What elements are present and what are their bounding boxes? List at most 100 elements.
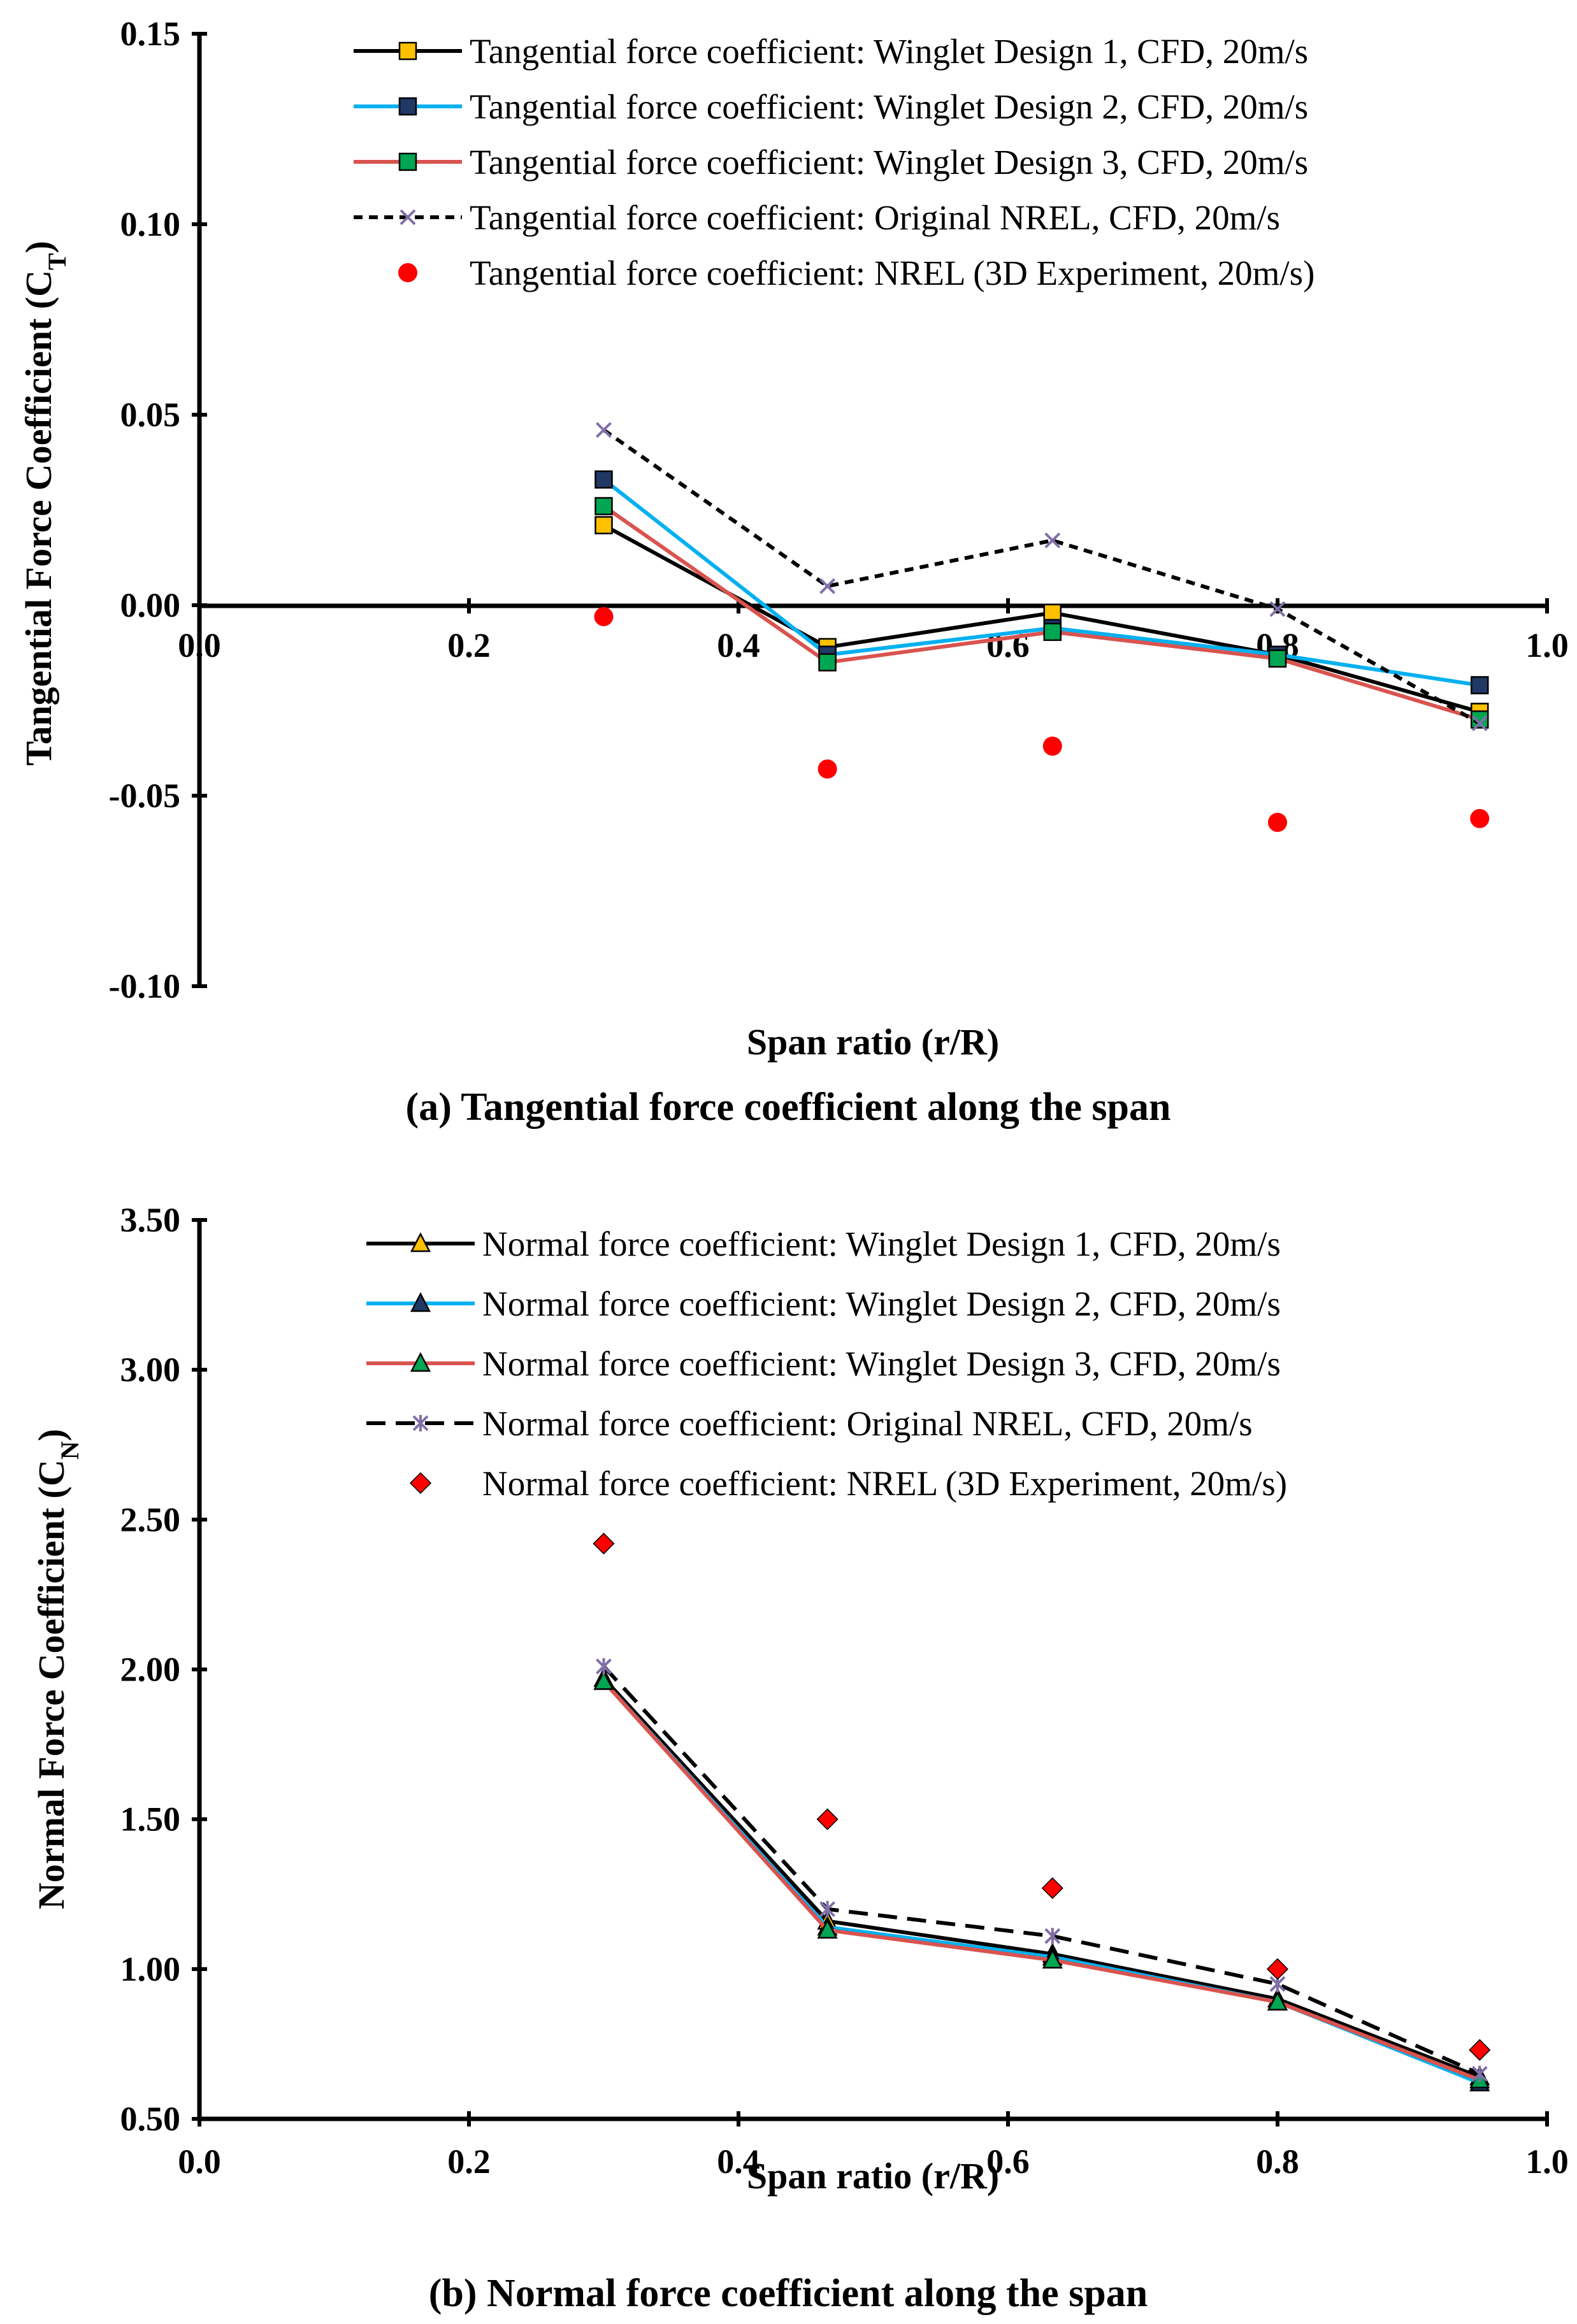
data-point [1043,603,1062,622]
x-tick-label: 1.0 [1525,2142,1569,2181]
data-point [1269,601,1286,617]
data-point [594,606,614,626]
x-tick-label: 1.0 [1525,626,1569,664]
data-point [817,1918,838,1939]
y-tick-label: 1.00 [120,1950,181,1988]
y-tick-label: 0.15 [120,15,181,53]
series-line [603,523,1481,714]
y-axis-label: Normal Force Coefficient (CN) [31,1429,84,1909]
y-tick-label: 3.50 [120,1201,181,1239]
data-point [818,653,837,671]
legend-marker [410,1292,431,1312]
y-tick-label: 0.00 [120,586,181,624]
data-point [819,578,836,594]
data-point [594,516,613,534]
legend-marker [398,97,417,116]
series-3 [593,1670,1490,2089]
panel-b-normal-chart: 3.50 3.00 2.50 2.00 1.50 1.00 0.50 0.0 0.2 0.4 0.… [31,1201,1569,2315]
data-point [1266,1958,1289,1980]
legend-label: Normal force coefficient: Winglet Design… [482,1224,1281,1263]
legend-entry: Tangential force coefficient: Winglet De… [354,32,1308,71]
y-tick-label: -0.05 [109,777,180,815]
y-tick-label: 3.00 [120,1351,181,1389]
data-point [1043,622,1062,642]
x-tick-label: 0.4 [717,626,760,664]
legend-entry: Normal force coefficient: Original NREL,… [366,1404,1253,1443]
legend-marker [410,1352,431,1372]
legend-entry: Normal force coefficient: NREL (3D Exper… [409,1464,1287,1503]
x-tick-label: 0.4 [717,2142,760,2181]
data-point [594,470,613,489]
data-point [1471,676,1489,694]
x-tick-label: 0.2 [447,626,491,664]
legend-marker [400,209,416,226]
y-tick-label: 0.50 [120,2100,181,2138]
panel-caption: (b) Normal force coefficient along the s… [429,2272,1148,2315]
data-point [1471,2065,1488,2083]
x-tick-label: 0.8 [1256,2142,1299,2181]
data-point [1470,808,1490,828]
panel-caption: (a) Tangential force coefficient along t… [406,1086,1171,1129]
legend-marker [410,1232,431,1252]
data-point [1044,1928,1061,1945]
data-point [816,1808,839,1830]
data-point [1044,532,1061,549]
data-point [817,759,837,779]
legend-label: Normal force coefficient: Winglet Design… [482,1344,1281,1383]
x-tick-label: 0.6 [986,2142,1030,2181]
legend-marker [398,41,417,61]
legend-entry: Normal force coefficient: Winglet Design… [366,1284,1281,1323]
series-4 [596,422,1488,731]
data-point [1267,1990,1288,2011]
y-tick-label: 0.10 [120,205,181,243]
legend-marker [398,263,417,282]
x-axis-label: Span ratio (r/R) [747,2155,999,2197]
legend-label: Tangential force coefficient: Winglet De… [470,143,1308,182]
y-tick-label: 1.50 [120,1800,181,1839]
data-point [819,1900,836,1918]
legend-entry: Tangential force coefficient: Original N… [354,198,1280,237]
legend-marker [409,1472,432,1495]
data-point [1471,715,1488,731]
data-point [596,422,612,438]
legend-entry: Normal force coefficient: Winglet Design… [366,1224,1281,1263]
series-5 [594,606,1490,832]
data-point [1469,2039,1491,2061]
y-tick-label: 2.00 [120,1651,181,1689]
legend-label: Normal force coefficient: Original NREL,… [482,1404,1253,1443]
series-line [602,1665,1481,2076]
legend-label: Tangential force coefficient: Winglet De… [470,87,1308,126]
series-4 [596,1658,1488,2083]
legend-label: Tangential force coefficient: Original N… [470,198,1280,237]
series-line [602,428,1481,725]
series-5 [593,1532,1491,2061]
legend-entry: Tangential force coefficient: Winglet De… [354,143,1308,182]
y-tick-label: 2.50 [120,1500,181,1539]
y-axis-label: Tangential Force Coefficient (CT) [18,241,71,766]
x-tick-label: 0.2 [447,2142,491,2181]
legend-entry: Normal force coefficient: Winglet Design… [366,1344,1281,1383]
legend-label: Normal force coefficient: Winglet Design… [482,1284,1281,1323]
legend-label: Tangential force coefficient: Winglet De… [470,32,1308,71]
legend-marker [398,152,417,171]
series-line [602,1680,1481,2082]
data-point [1042,1949,1063,1969]
data-point [1268,812,1287,832]
data-point [593,1670,614,1690]
series-line [602,1680,1481,2085]
data-point [596,1658,612,1675]
y-tick-label: -0.10 [109,967,180,1005]
data-point [1268,649,1287,668]
data-point [1041,1877,1063,1899]
legend-entry: Tangential force coefficient: NREL (3D E… [398,254,1314,292]
panel-a-tangential-chart: 0.150.100.050.00-0.05-0.10 0.0 0.2 0.4 0.6 0… [18,15,1569,1129]
legend-marker [412,1415,429,1431]
x-axis-label: Span ratio (r/R) [747,1021,999,1063]
legend-label: Tangential force coefficient: NREL (3D E… [470,254,1314,292]
data-point [594,497,613,515]
x-tick-label: 0.0 [178,626,221,664]
legend-label: Normal force coefficient: NREL (3D Exper… [482,1464,1287,1503]
legend-entry: Tangential force coefficient: Winglet De… [354,87,1308,126]
x-tick-label: 0.0 [178,2142,221,2181]
